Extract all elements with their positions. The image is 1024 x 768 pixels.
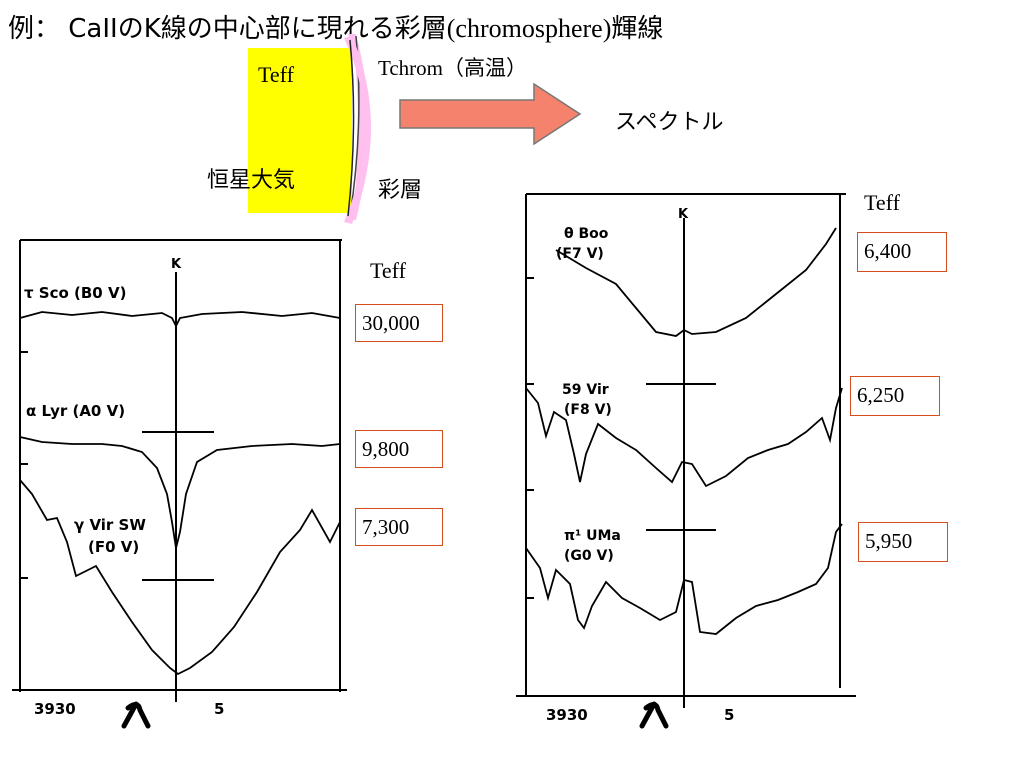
- chromosphere-shell: [344, 32, 371, 224]
- tchrom-label: Tchrom（高温）: [378, 56, 528, 80]
- teff-value-box: 9,800: [355, 430, 443, 468]
- slide-title: 例： CaIIのK線の中心部に現れる彩層(chromosphere)輝線: [8, 8, 663, 45]
- star-label-theta-boo: θ Boo: [564, 226, 609, 242]
- atmosphere-label: 恒星大気: [207, 168, 296, 193]
- axis-start-label: 3930: [34, 700, 76, 718]
- teff-value-box: 5,950: [858, 522, 948, 562]
- teff-value-box: 6,400: [857, 232, 947, 272]
- right-teff-header: Teff: [864, 190, 900, 215]
- axis-end-label: 5: [214, 700, 224, 718]
- teff-value-box: 30,000: [355, 304, 443, 342]
- axis-end-label: 5: [724, 706, 734, 724]
- star-label-pi1-uma: π¹ UMa: [564, 528, 621, 544]
- star-label-pi1-uma-type: (G0 V): [564, 548, 614, 564]
- k-line-label: K: [678, 207, 689, 222]
- star-label-59-vir: 59 Vir: [562, 382, 609, 398]
- star-label-alpha-lyr: α Lyr (A0 V): [26, 402, 125, 420]
- star-label-theta-boo-type: (F7 V): [556, 246, 604, 262]
- spectrum-label: スペクトル: [615, 110, 724, 135]
- star-label-gamma-vir: γ Vir SW: [74, 516, 146, 534]
- teff-value-box: 6,250: [850, 376, 940, 416]
- right-spectra-panel: θ Boo (F7 V) 59 Vir (F8 V) π¹ UMa (G0 V)…: [516, 193, 856, 724]
- title-paren: (chromosphere): [446, 14, 612, 43]
- star-label-gamma-vir-type: (F0 V): [88, 538, 139, 556]
- axis-start-label: 3930: [546, 706, 588, 724]
- title-prefix: 例：: [8, 14, 61, 44]
- teff-value-box: 7,300: [355, 508, 443, 546]
- star-label-tau-sco: τ Sco (B0 V): [24, 284, 126, 302]
- k-line-label: K: [171, 257, 182, 272]
- teff-label: Teff: [258, 62, 294, 87]
- title-suffix: 輝線: [611, 14, 664, 44]
- star-label-59-vir-type: (F8 V): [564, 402, 612, 418]
- left-teff-header: Teff: [370, 258, 406, 283]
- title-main: CaIIのK線の中心部に現れる彩層: [68, 14, 447, 44]
- left-spectra-panel: τ Sco (B0 V) α Lyr (A0 V) γ Vir SW (F0 V…: [12, 239, 347, 718]
- right-arrow-icon: [399, 82, 582, 146]
- chromosphere-label: 彩層: [378, 178, 423, 203]
- stellar-atmosphere-block: [248, 48, 352, 213]
- lambda-icon: [121, 701, 151, 729]
- lambda-icon: [639, 701, 669, 729]
